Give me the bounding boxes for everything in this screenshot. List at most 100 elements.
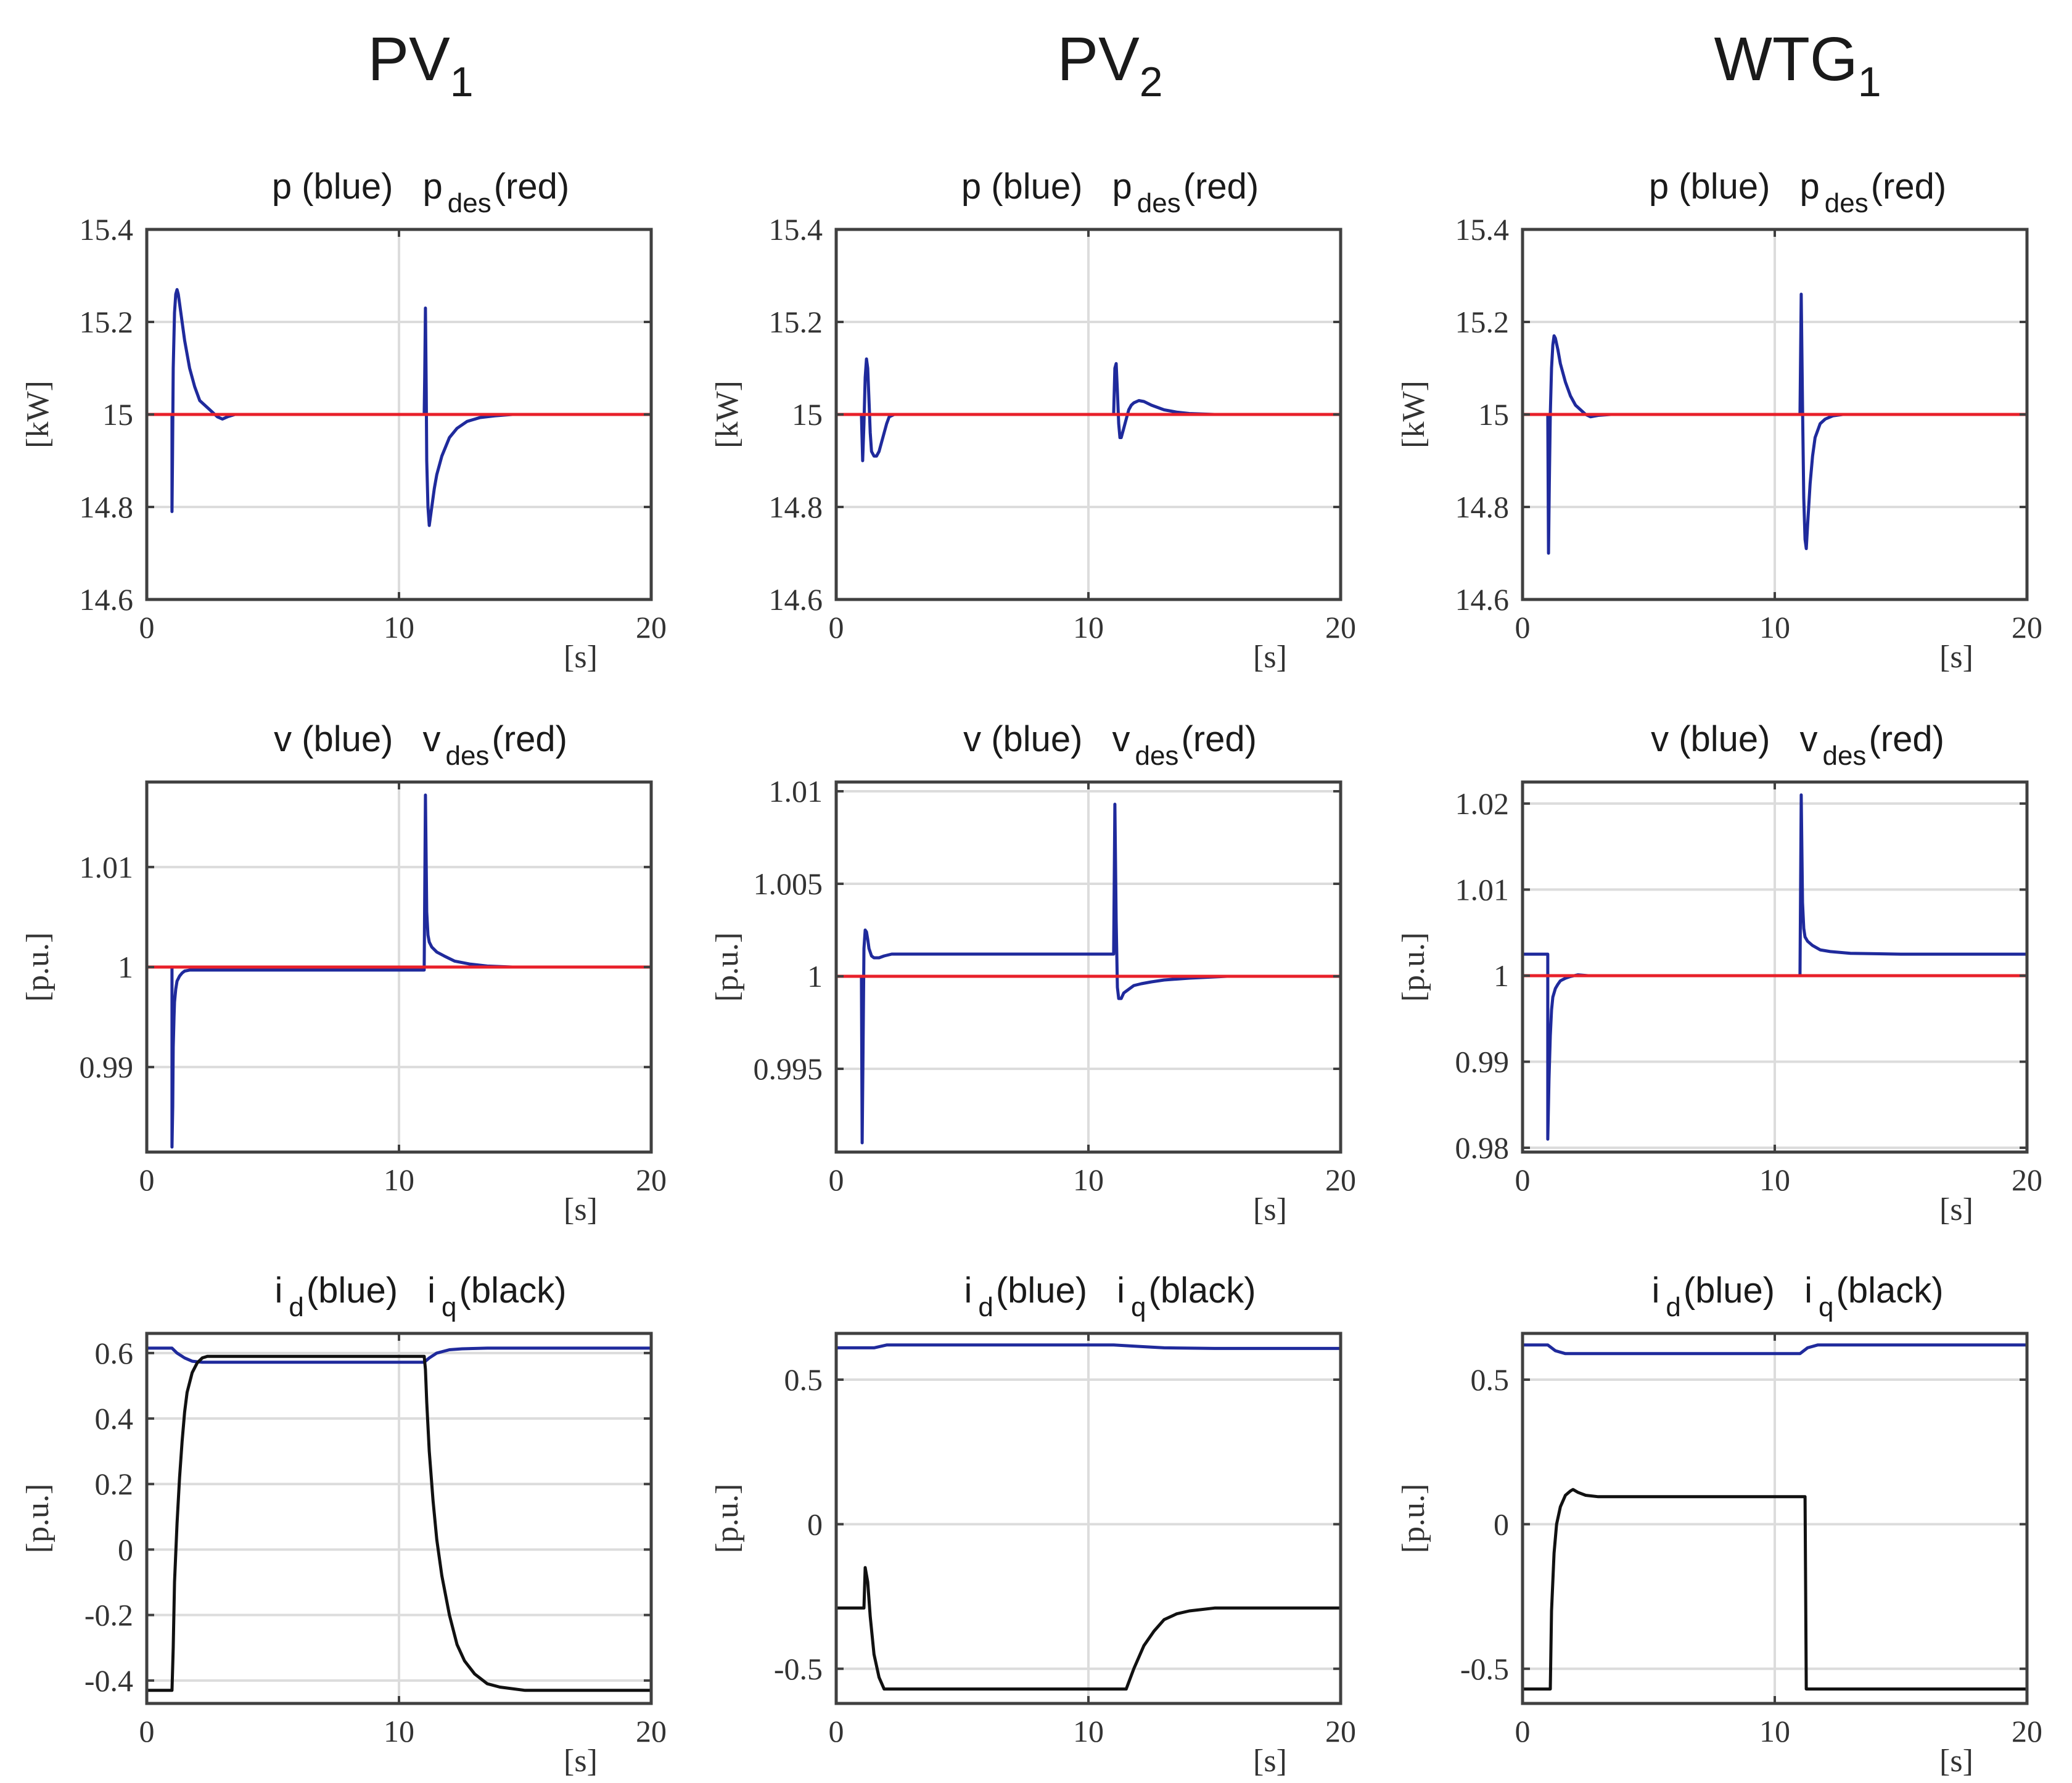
column-title-main: WTG	[1714, 25, 1857, 94]
x-tick-label: 0	[1515, 1714, 1531, 1748]
y-tick-label: 0.2	[95, 1467, 134, 1501]
y-tick-label: 1.01	[1455, 872, 1510, 907]
panel-title-part: des	[445, 741, 489, 771]
x-tick-label: 20	[1325, 1714, 1356, 1748]
y-tick-label: 0.4	[95, 1401, 134, 1436]
series-group	[836, 802, 1341, 1145]
panel-title-part: (black)	[1149, 1270, 1256, 1311]
panel-title-part: d	[289, 1292, 303, 1322]
x-axis-label: [s]	[1939, 1192, 1973, 1227]
y-tick-label: 15	[792, 397, 823, 432]
panel-title-part: v (blue)	[1651, 719, 1770, 759]
panel-title-part: p	[1112, 167, 1132, 207]
y-tick-label: 1.005	[754, 867, 823, 901]
column-title-subscript: 1	[450, 59, 474, 105]
panel-title-part: (red)	[491, 719, 567, 759]
x-tick-label: 20	[636, 610, 667, 644]
panel-title-part: i	[427, 1270, 435, 1311]
column-title-subscript: 1	[1858, 59, 1881, 105]
y-axis-label: [p.u.]	[710, 1484, 745, 1554]
panel-r3-c1: 0 10 20-0.4-0.200.20.40.6[s][p.u.]i d(blue)…	[20, 1270, 667, 1779]
grid	[1523, 782, 2027, 1152]
x-axis-label: [s]	[1939, 1744, 1973, 1779]
y-axis-label: [kW]	[710, 381, 745, 448]
panel-title-part: p	[1799, 167, 1819, 207]
panel-title-part: i	[964, 1270, 972, 1311]
y-tick-label: -0.5	[1460, 1652, 1509, 1686]
panel-title-part: (red)	[1868, 719, 1944, 759]
panel-title: i d(blue) i q(black)	[1651, 1270, 1943, 1322]
panel-title-part: i	[1117, 1270, 1125, 1311]
y-tick-label: 1.01	[769, 774, 823, 809]
grid	[836, 1333, 1341, 1703]
panel-title-part: (blue)	[306, 1270, 398, 1311]
x-tick-label: 20	[1325, 610, 1356, 644]
y-tick-label: 0.98	[1455, 1130, 1510, 1165]
x-tick-label: 0	[1515, 610, 1531, 644]
panel-title-part: p	[422, 167, 442, 207]
x-tick-label: 10	[1073, 610, 1104, 644]
series-group	[1523, 1343, 2027, 1691]
grid	[147, 1333, 651, 1703]
column-title-main: PV	[1057, 25, 1140, 94]
y-tick-label: -0.4	[84, 1663, 133, 1698]
panel-title-part: (red)	[494, 167, 569, 207]
y-tick-label: 15	[1478, 397, 1509, 432]
panel-title-part: d	[978, 1292, 993, 1322]
y-tick-label: 1.01	[80, 850, 134, 884]
x-axis-label: [s]	[1253, 640, 1287, 675]
series-group	[1523, 793, 2027, 1141]
y-tick-label: 0.99	[1455, 1044, 1510, 1079]
y-axis-label: [p.u.]	[20, 1484, 56, 1554]
series-group	[1523, 292, 2027, 555]
panel-title-part: p (blue)	[961, 167, 1083, 207]
series-i-q-line	[836, 1566, 1341, 1691]
panel-title: p (blue) p des(red)	[1649, 167, 1946, 218]
y-tick-label: 15.2	[769, 305, 823, 339]
panel-title-part: i	[1651, 1270, 1659, 1311]
panel-title-part: (red)	[1183, 167, 1259, 207]
series-p-line	[170, 288, 540, 527]
x-tick-label: 0	[829, 1714, 844, 1748]
series-group	[147, 288, 651, 527]
panel-title-part: p (blue)	[1649, 167, 1770, 207]
y-tick-label: 14.6	[80, 582, 134, 617]
y-tick-label: 14.8	[769, 490, 823, 524]
column-title-subscript: 2	[1140, 59, 1163, 105]
panel-title: v (blue) v des(red)	[1651, 719, 1944, 771]
x-tick-label: 20	[2012, 1163, 2042, 1197]
panel-title-part: (blue)	[996, 1270, 1087, 1311]
panel-title-part: (red)	[1871, 167, 1946, 207]
panel-title-part: des	[1135, 741, 1178, 771]
x-axis-label: [s]	[1253, 1192, 1287, 1227]
panel-r1-c1: 0 10 20 14.6 14.8 15 15.2 15.4 [s] [kW] p (blue) p d…	[20, 167, 667, 675]
series-i-d-line	[147, 1346, 651, 1364]
panels: 0 10 20 14.6 14.8 15 15.2 15.4 [s] [kW] p (blue) p d…	[20, 167, 2042, 1779]
panel-title-part: (black)	[459, 1270, 567, 1311]
panel-r3-c3: 0 10 20-0.500.5[s][p.u.]i d(blue) i q(black)	[1396, 1270, 2042, 1779]
y-tick-label: 0.995	[754, 1052, 823, 1086]
panel-r1-c3: 0 10 20 14.6 14.8 15 15.2 15.4 [s] [kW] p (blue) p d…	[1396, 167, 2042, 675]
panel-title: i d(blue) i q(black)	[964, 1270, 1256, 1322]
grid	[1523, 1333, 2027, 1703]
panel-r3-c2: 0 10 20-0.500.5[s][p.u.]i d(blue) i q(black)	[710, 1270, 1356, 1779]
panel-title-part: i	[274, 1270, 282, 1311]
series-p-line	[860, 357, 1241, 463]
y-tick-label: 0	[1494, 1507, 1509, 1541]
y-tick-label: 14.8	[80, 490, 134, 524]
x-tick-label: 20	[636, 1163, 667, 1197]
y-tick-label: 15.4	[769, 212, 823, 247]
x-tick-label: 10	[1073, 1163, 1104, 1197]
x-tick-label: 20	[2012, 1714, 2042, 1748]
panel-title-part: v	[1799, 719, 1817, 759]
panel-r2-c2: 0 10 20 0.995 1 1.005 1.01 [s] [p.u.] v (blue) v de…	[710, 719, 1356, 1227]
series-i-q-line	[147, 1354, 651, 1692]
y-tick-label: 0	[807, 1507, 823, 1541]
panel-title-part: v (blue)	[274, 719, 393, 759]
panel-r2-c1: 0 10 20 0.99 1 1.01 [s] [p.u.] v (blue) v des(red)	[20, 719, 667, 1227]
y-tick-label: 14.6	[769, 582, 823, 617]
y-tick-label: 0	[118, 1532, 133, 1567]
panel-title-part: v	[422, 719, 440, 759]
x-tick-label: 0	[1515, 1163, 1531, 1197]
y-tick-label: 0.5	[784, 1362, 823, 1397]
